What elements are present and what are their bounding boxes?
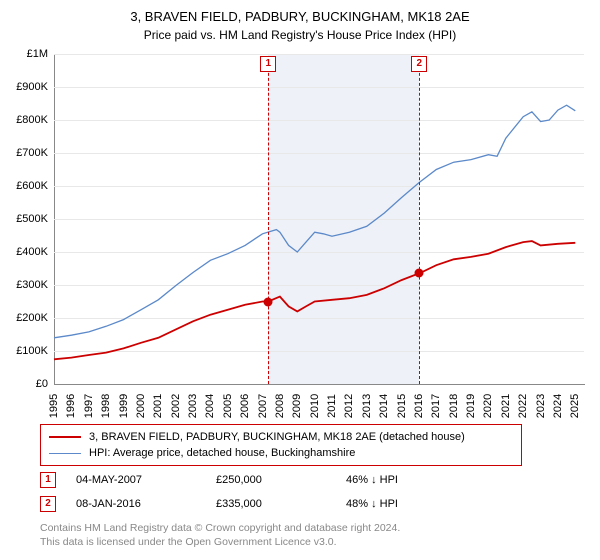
line-series [54,54,584,384]
y-tick-label: £200K [16,312,54,324]
x-tick-label: 2010 [309,394,321,418]
y-tick-label: £700K [16,147,54,159]
marker-number-box: 1 [260,56,276,72]
x-tick-label: 2006 [239,394,251,418]
legend-swatch [49,436,81,438]
x-tick-label: 2004 [204,394,216,418]
footer-line: Contains HM Land Registry data © Crown c… [40,522,400,536]
y-tick-label: £1M [27,48,54,60]
legend-row: 3, BRAVEN FIELD, PADBURY, BUCKINGHAM, MK… [49,429,513,445]
transaction-pct: 46% ↓ HPI [346,474,398,486]
x-tick-label: 1998 [100,394,112,418]
chart-title: 3, BRAVEN FIELD, PADBURY, BUCKINGHAM, MK… [0,0,600,26]
x-tick-label: 2015 [396,394,408,418]
x-tick-label: 2013 [361,394,373,418]
series-property [54,241,575,359]
x-tick-label: 1996 [65,394,77,418]
transaction-price: £335,000 [216,498,346,510]
x-tick-label: 2021 [500,394,512,418]
table-row: 2 08-JAN-2016 £335,000 48% ↓ HPI [40,492,398,516]
marker-dot [264,297,273,306]
transaction-price: £250,000 [216,474,346,486]
x-tick-label: 2019 [465,394,477,418]
x-tick-label: 2003 [187,394,199,418]
x-tick-label: 2022 [517,394,529,418]
marker-number-box: 2 [411,56,427,72]
legend: 3, BRAVEN FIELD, PADBURY, BUCKINGHAM, MK… [40,424,522,466]
x-tick-label: 2000 [135,394,147,418]
marker-dot [415,269,424,278]
x-tick-label: 2002 [170,394,182,418]
legend-row: HPI: Average price, detached house, Buck… [49,445,513,461]
chart-container: 3, BRAVEN FIELD, PADBURY, BUCKINGHAM, MK… [0,0,600,560]
chart-area: 12 £0£100K£200K£300K£400K£500K£600K£700K… [54,54,584,384]
transaction-pct: 48% ↓ HPI [346,498,398,510]
x-tick-label: 2018 [448,394,460,418]
x-tick-label: 2016 [413,394,425,418]
series-hpi [54,105,575,338]
x-tick-label: 2020 [482,394,494,418]
x-tick-label: 2012 [343,394,355,418]
transaction-date: 04-MAY-2007 [76,474,216,486]
footer-line: This data is licensed under the Open Gov… [40,536,400,550]
x-tick-label: 2017 [430,394,442,418]
legend-label: 3, BRAVEN FIELD, PADBURY, BUCKINGHAM, MK… [89,431,465,443]
y-tick-label: £800K [16,114,54,126]
x-tick-label: 2024 [552,394,564,418]
footer: Contains HM Land Registry data © Crown c… [40,522,400,549]
legend-label: HPI: Average price, detached house, Buck… [89,447,355,459]
y-tick-label: £400K [16,246,54,258]
marker-number-box: 2 [40,496,56,512]
x-tick-label: 2001 [152,394,164,418]
x-tick-label: 2011 [326,394,338,418]
x-tick-label: 1997 [83,394,95,418]
y-tick-label: £500K [16,213,54,225]
y-tick-label: £0 [36,378,54,390]
y-tick-label: £600K [16,180,54,192]
x-tick-label: 2008 [274,394,286,418]
x-tick-label: 1999 [118,394,130,418]
transactions-table: 1 04-MAY-2007 £250,000 46% ↓ HPI 2 08-JA… [40,468,398,516]
x-tick-label: 2007 [257,394,269,418]
chart-subtitle: Price paid vs. HM Land Registry's House … [0,26,600,42]
table-row: 1 04-MAY-2007 £250,000 46% ↓ HPI [40,468,398,492]
x-tick-label: 2005 [222,394,234,418]
marker-number-box: 1 [40,472,56,488]
legend-swatch [49,453,81,454]
x-tick-label: 2025 [569,394,581,418]
y-tick-label: £900K [16,81,54,93]
x-tick-label: 2023 [535,394,547,418]
y-tick-label: £100K [16,345,54,357]
x-tick-label: 1995 [48,394,60,418]
transaction-date: 08-JAN-2016 [76,498,216,510]
x-tick-label: 2009 [291,394,303,418]
y-tick-label: £300K [16,279,54,291]
x-tick-label: 2014 [378,394,390,418]
